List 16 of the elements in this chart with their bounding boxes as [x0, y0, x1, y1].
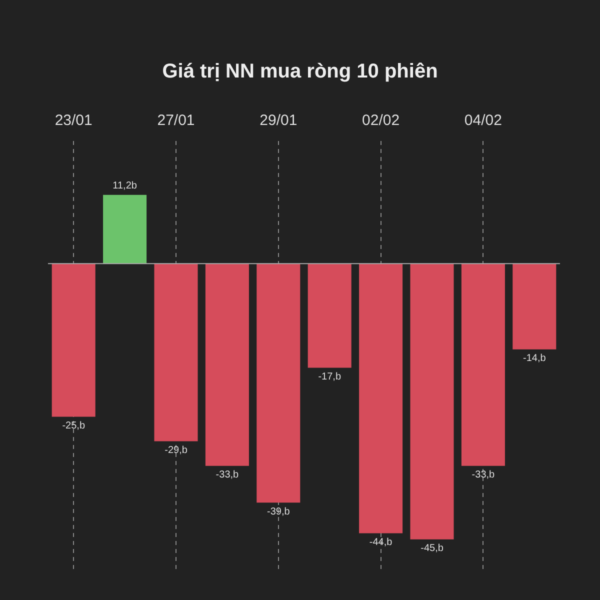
data-label: -25,b [62, 420, 86, 432]
data-label: -33,b [216, 470, 240, 481]
x-tick-label: 27/01 [157, 112, 195, 130]
chart-title: Giá trị NN mua ròng 10 phiên [162, 60, 438, 83]
data-label: -45,b [420, 543, 444, 554]
x-tick-label: 29/01 [260, 112, 298, 130]
data-label: -44,b [369, 536, 393, 548]
data-label: -33,b [472, 470, 496, 481]
data-label: -39,b [267, 506, 290, 518]
data-label: -14,b [523, 353, 546, 364]
x-tick-label: 23/01 [54, 112, 92, 130]
x-tick-label: 02/02 [362, 112, 400, 130]
data-label: -17,b [318, 372, 342, 383]
data-label: 11,2b [112, 180, 138, 192]
data-label: -29,b [164, 445, 188, 456]
x-tick-label: 04/02 [464, 112, 502, 130]
